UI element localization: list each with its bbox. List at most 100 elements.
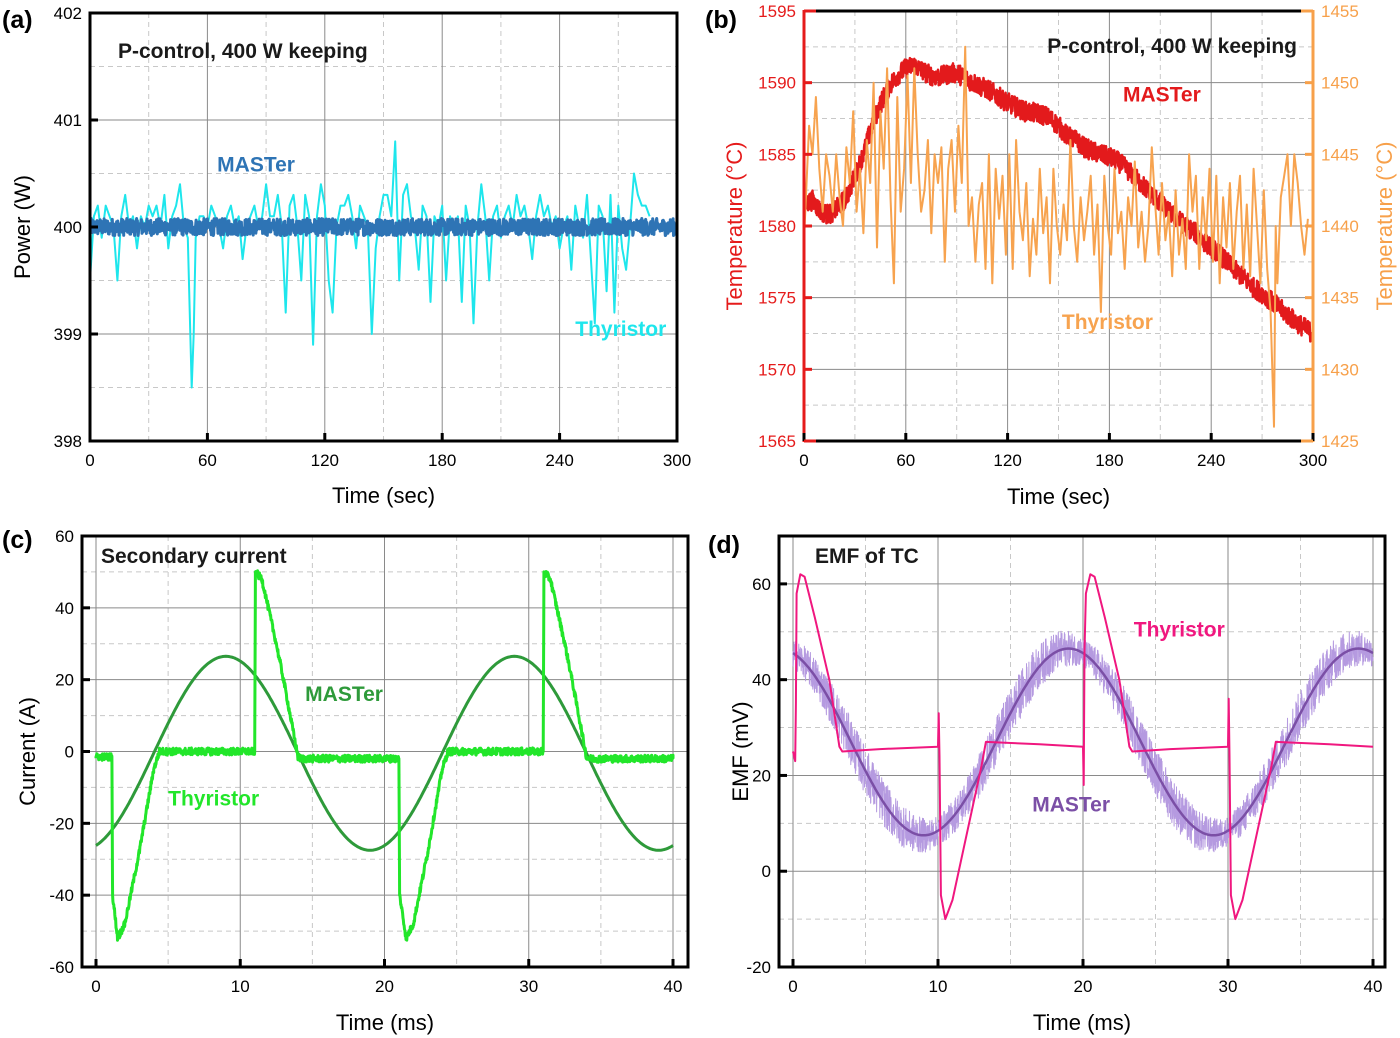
x-tick-label: 0 <box>85 451 94 470</box>
series-group <box>90 140 677 389</box>
series-line-thyristor <box>804 45 1309 428</box>
y-tick-label: 1595 <box>758 2 796 21</box>
y-right-tick-label: 1450 <box>1321 74 1359 93</box>
series-label-master: MASTer <box>305 683 383 706</box>
series-label-master: MASTer <box>1032 793 1110 816</box>
y-tick-label: 60 <box>55 527 74 546</box>
y-axis-title-right: Temperature (°C) <box>1372 142 1397 311</box>
y-tick-label: 20 <box>55 671 74 690</box>
x-tick-label: 300 <box>1299 451 1327 470</box>
x-tick-label: 20 <box>1074 977 1093 996</box>
series-group <box>94 569 675 942</box>
y-tick-label: 0 <box>65 743 74 762</box>
y-tick-label: 401 <box>54 111 82 130</box>
y-tick-label: 1590 <box>758 74 796 93</box>
series-label-thyristor: Thyristor <box>168 787 259 810</box>
panel-letter: (d) <box>708 531 740 559</box>
series-label-thyristor: Thyristor <box>1062 311 1153 334</box>
x-tick-label: 0 <box>788 977 797 996</box>
x-tick-label: 240 <box>545 451 573 470</box>
plot-frame <box>777 534 1387 969</box>
panel-b: 0 60 120 180 240 300 1565 1570 1575 1580 1585 1590 1… <box>705 2 1397 509</box>
y-axis-title: EMF (mV) <box>728 701 753 801</box>
series-line-thyristor <box>90 140 651 389</box>
chart-title: P-control, 400 W keeping <box>118 40 368 63</box>
x-tick-label: 30 <box>1219 977 1238 996</box>
x-axis-title: Time (ms) <box>1033 1010 1131 1035</box>
x-tick-label: 40 <box>664 977 683 996</box>
y-axis-title: Temperature (°C) <box>722 142 747 311</box>
y-right-tick-label: 1435 <box>1321 289 1359 308</box>
x-tick-label: 300 <box>663 451 691 470</box>
y-tick-label: -20 <box>746 958 771 977</box>
y-right-tick-label: 1455 <box>1321 2 1359 21</box>
x-tick-label: 120 <box>311 451 339 470</box>
series-line-master <box>95 654 674 852</box>
x-tick-label: 0 <box>799 451 808 470</box>
x-tick-label: 30 <box>519 977 538 996</box>
chart-title: EMF of TC <box>815 545 919 568</box>
axis-ticks: 0 60 120 180 240 300 398 399 400 401 402 <box>54 4 692 470</box>
series-line-master <box>804 56 1313 343</box>
x-tick-label: 40 <box>1364 977 1383 996</box>
y-tick-label: 398 <box>54 432 82 451</box>
axis-ticks: 0 10 20 30 40 -60 -40 -20 0 20 40 60 <box>49 527 682 996</box>
series-label-master: MASTer <box>217 153 295 176</box>
x-axis-title: Time (sec) <box>1007 484 1110 509</box>
y-tick-label: 40 <box>55 599 74 618</box>
series-line-master <box>90 217 677 237</box>
chart-title: Secondary current <box>101 545 287 568</box>
y-tick-label: 1570 <box>758 360 796 379</box>
x-tick-label: 180 <box>428 451 456 470</box>
x-tick-label: 240 <box>1197 451 1225 470</box>
series-line-thyristor <box>792 573 1374 921</box>
x-axis-title: Time (ms) <box>336 1010 434 1035</box>
x-tick-label: 180 <box>1095 451 1123 470</box>
x-tick-label: 20 <box>375 977 394 996</box>
panel-letter: (b) <box>705 6 737 34</box>
x-tick-label: 120 <box>993 451 1021 470</box>
series-label-thyristor: Thyristor <box>575 318 666 341</box>
series-group <box>804 45 1313 428</box>
x-tick-label: 60 <box>896 451 915 470</box>
series-label-thyristor: Thyristor <box>1134 619 1225 642</box>
panel-d: 0 10 20 30 40 -20 0 20 40 60 Time (ms) EMF (mV) (d) E… <box>708 531 1387 1035</box>
y-tick-label: 1575 <box>758 289 796 308</box>
y-tick-label: 402 <box>54 4 82 23</box>
y-tick-label: 60 <box>752 575 771 594</box>
series-line-master-raw <box>792 630 1374 853</box>
y-tick-label: 0 <box>762 862 771 881</box>
axis-ticks: 0 60 120 180 240 300 1565 1570 1575 1580 1585 1590 1… <box>758 2 1359 470</box>
x-tick-label: 60 <box>198 451 217 470</box>
y-tick-label: -60 <box>49 958 74 977</box>
y-axis-title: Current (A) <box>15 697 40 806</box>
series-label-master: MASTer <box>1123 83 1201 106</box>
x-tick-label: 10 <box>929 977 948 996</box>
series-line-master <box>792 647 1374 837</box>
y-right-tick-label: 1425 <box>1321 432 1359 451</box>
x-tick-label: 0 <box>91 977 100 996</box>
grid <box>779 536 1385 967</box>
series-group <box>792 573 1374 921</box>
panel-a: 0 60 120 180 240 300 398 399 400 401 402 Time (sec)… <box>2 4 691 508</box>
y-right-tick-label: 1440 <box>1321 217 1359 236</box>
series-line-thyristor <box>94 569 675 942</box>
y-tick-label: 40 <box>752 671 771 690</box>
panel-c: 0 10 20 30 40 -60 -40 -20 0 20 40 60 Time (ms) Curren… <box>2 526 690 1035</box>
panel-letter: (a) <box>2 6 33 34</box>
frame-rect <box>777 534 1387 969</box>
axis-ticks: 0 10 20 30 40 -20 0 20 40 60 <box>746 575 1382 996</box>
chart-title: P-control, 400 W keeping <box>1047 35 1297 58</box>
y-tick-label: 1565 <box>758 432 796 451</box>
panel-letter: (c) <box>2 526 33 554</box>
x-tick-label: 10 <box>231 977 250 996</box>
y-tick-label: 1585 <box>758 145 796 164</box>
y-tick-label: 400 <box>54 218 82 237</box>
y-tick-label: 1580 <box>758 217 796 236</box>
x-axis-title: Time (sec) <box>332 483 435 508</box>
y-tick-label: 20 <box>752 766 771 785</box>
y-tick-label: 399 <box>54 325 82 344</box>
grid <box>82 536 688 967</box>
y-axis-title: Power (W) <box>10 175 35 279</box>
